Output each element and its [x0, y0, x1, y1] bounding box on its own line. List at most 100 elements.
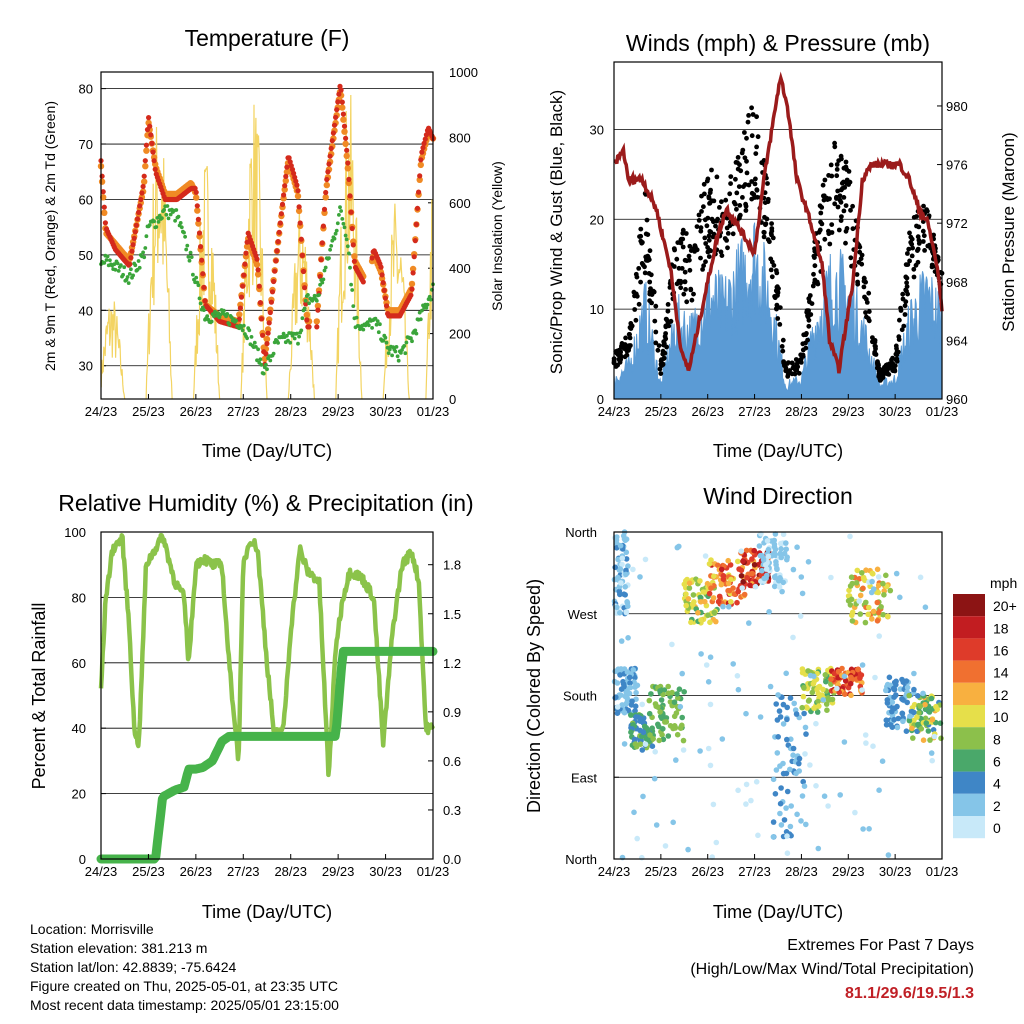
temp-2m-point	[152, 166, 158, 172]
direction-point	[848, 574, 855, 580]
direction-point	[790, 752, 796, 758]
direction-point	[663, 719, 670, 725]
gust-point	[902, 312, 908, 317]
direction-point	[702, 553, 709, 559]
gust-point	[761, 229, 767, 235]
temp-2m-point	[325, 169, 331, 175]
direction-point	[746, 620, 752, 626]
gust-point	[656, 343, 662, 348]
temp-2m-point	[360, 279, 366, 285]
direction-point	[874, 618, 881, 624]
temp-9m-point	[342, 140, 349, 147]
gust-point	[914, 214, 919, 219]
gust-point	[777, 322, 783, 327]
winds-ytick-label: 0	[597, 392, 604, 407]
direction-point	[727, 562, 734, 568]
direction-point	[617, 610, 623, 616]
temp-9m-point	[193, 194, 200, 201]
temperature-xlabel: Time (Day/UTC)	[202, 441, 332, 461]
temp-2m-point	[202, 298, 208, 304]
gust-point	[661, 355, 667, 361]
direction-point	[906, 717, 913, 724]
humidity-xtick-label: 29/23	[322, 864, 355, 879]
direction-ytick-label: South	[563, 689, 597, 704]
dewpoint-point	[424, 306, 429, 310]
gust-point	[781, 360, 787, 366]
precip-tick-label: 1.8	[443, 558, 461, 573]
humidity-panel: Relative Humidity (%) & Precipitation (i…	[29, 490, 474, 922]
direction-point	[641, 723, 648, 730]
dewpoint-point	[303, 298, 308, 303]
direction-point	[615, 556, 621, 563]
dewpoint-point	[297, 334, 301, 339]
direction-point	[909, 708, 915, 715]
temp-2m-point	[287, 159, 293, 165]
temp-2m-point	[199, 257, 205, 263]
direction-xlabel: Time (Day/UTC)	[713, 902, 843, 922]
direction-point	[625, 603, 631, 609]
direction-point	[859, 570, 865, 576]
direction-point	[623, 556, 630, 562]
dewpoint-point	[376, 330, 381, 335]
winds-frame	[613, 61, 943, 400]
direction-point	[646, 710, 653, 717]
dewpoint-point	[241, 323, 246, 328]
gust-point	[689, 297, 695, 303]
direction-point	[623, 549, 630, 556]
gust-point	[839, 156, 844, 162]
direction-point	[874, 599, 881, 606]
winds-ytick-label: 10	[590, 302, 604, 317]
gust-point	[696, 218, 702, 223]
gust-point	[754, 144, 759, 150]
dewpoint-point	[402, 344, 407, 348]
gust-point	[843, 159, 849, 165]
gust-point	[709, 167, 714, 173]
direction-point	[711, 609, 717, 616]
temp-2m-point	[284, 164, 290, 170]
temp-2m-point	[331, 122, 338, 128]
direction-point	[776, 584, 783, 590]
dewpoint-point	[327, 256, 331, 260]
gust-point	[900, 291, 906, 297]
temp-2m-point	[344, 147, 350, 153]
gust-point	[746, 113, 751, 118]
dewpoint-point	[221, 308, 226, 313]
gust-point	[708, 248, 714, 254]
direction-point	[747, 582, 753, 589]
gust-point	[890, 361, 896, 366]
direction-point	[879, 758, 886, 764]
humidity-xtick-label: 01/23	[417, 864, 450, 879]
dewpoint-point	[414, 331, 419, 336]
direction-ytick-label: East	[571, 770, 597, 785]
direction-point	[869, 578, 875, 585]
gust-point	[704, 223, 710, 229]
direction-point	[614, 710, 621, 716]
dewpoint-point	[306, 293, 310, 297]
direction-point	[632, 703, 639, 709]
gust-point	[733, 176, 738, 182]
gust-point	[786, 360, 791, 365]
direction-point	[810, 681, 817, 687]
gust-point	[644, 217, 650, 223]
direction-point	[743, 547, 750, 554]
dewpoint-point	[339, 209, 343, 213]
gust-point	[709, 216, 715, 222]
direction-point	[883, 722, 890, 728]
temp-2m-point	[139, 190, 145, 196]
temp-9m-point	[141, 178, 148, 185]
temp-9m-point	[194, 207, 201, 214]
direction-point	[778, 822, 785, 828]
dewpoint-point	[202, 308, 206, 312]
gust-point	[731, 200, 737, 205]
gust-point	[835, 188, 841, 194]
direction-point	[816, 703, 822, 709]
legend-swatch	[953, 705, 985, 728]
dewpoint-point	[342, 225, 347, 230]
direction-point	[738, 573, 745, 579]
direction-point	[926, 709, 933, 715]
gust-point	[736, 184, 742, 190]
legend-swatch	[953, 660, 985, 683]
dewpoint-point	[333, 231, 338, 236]
dewpoint-point	[384, 340, 389, 345]
legend-swatch	[953, 682, 985, 705]
